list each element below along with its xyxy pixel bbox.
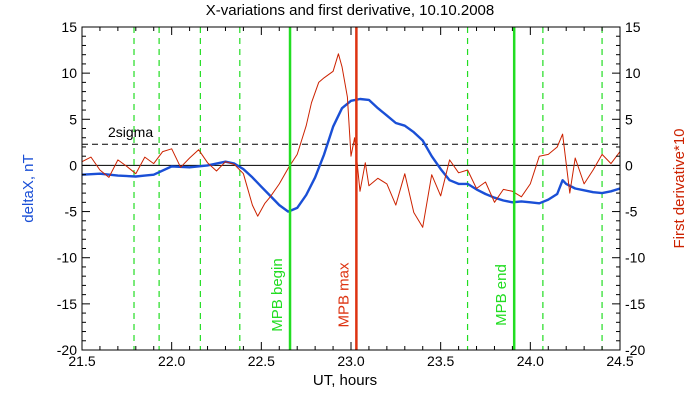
y-left-tick-label: -10	[57, 250, 77, 266]
chart-title: X-variations and first derivative, 10.10…	[206, 2, 495, 19]
x-tick-label: 23.0	[337, 353, 364, 369]
y-left-tick-label: 0	[69, 157, 77, 173]
y-axis-right-label: First derivative*10	[671, 128, 688, 248]
y-right-tick-label: 10	[625, 65, 641, 81]
y-right-tick-label: 15	[625, 19, 641, 35]
mpb-marker-label-0: MPB begin	[269, 258, 286, 331]
y-right-tick-label: -20	[625, 342, 645, 358]
y-left-tick-label: 10	[61, 65, 77, 81]
y-right-tick-label: 5	[625, 111, 633, 127]
y-right-tick-label: 0	[625, 157, 633, 173]
y-axis-left-label: deltaX, nT	[20, 154, 37, 222]
mpb-marker-label-2: MPB end	[493, 264, 510, 326]
y-left-tick-label: 5	[69, 111, 77, 127]
mpb-marker-label-1: MPB max	[335, 262, 352, 328]
x-tick-label: 22.5	[248, 353, 275, 369]
y-left-tick-label: -20	[57, 342, 77, 358]
axes-layer: 21.5 22.0 22.5 23.0 23.5 24.0 24.5 15 15 10 10 5 5 0 0…	[57, 19, 646, 369]
series-line-1	[81, 53, 621, 228]
x-tick-label: 24.5	[606, 353, 633, 369]
series-layer	[81, 53, 621, 228]
reference-lines: 2sigma	[82, 27, 620, 350]
x-tick-label: 23.5	[427, 353, 454, 369]
threshold-label: 2sigma	[108, 124, 153, 140]
x-tick-label: 22.0	[158, 353, 185, 369]
y-right-tick-label: -10	[625, 250, 645, 266]
x-axis-label: UT, hours	[313, 372, 377, 389]
y-left-tick-label: -5	[65, 204, 78, 220]
y-left-tick-label: 15	[61, 19, 77, 35]
x-tick-label: 21.5	[68, 353, 95, 369]
y-left-tick-label: -15	[57, 296, 77, 312]
x-tick-label: 24.0	[517, 353, 544, 369]
y-right-tick-label: -5	[625, 204, 638, 220]
marker-layer: MPB begin MPB max MPB end	[269, 27, 516, 350]
y-right-tick-label: -15	[625, 296, 645, 312]
